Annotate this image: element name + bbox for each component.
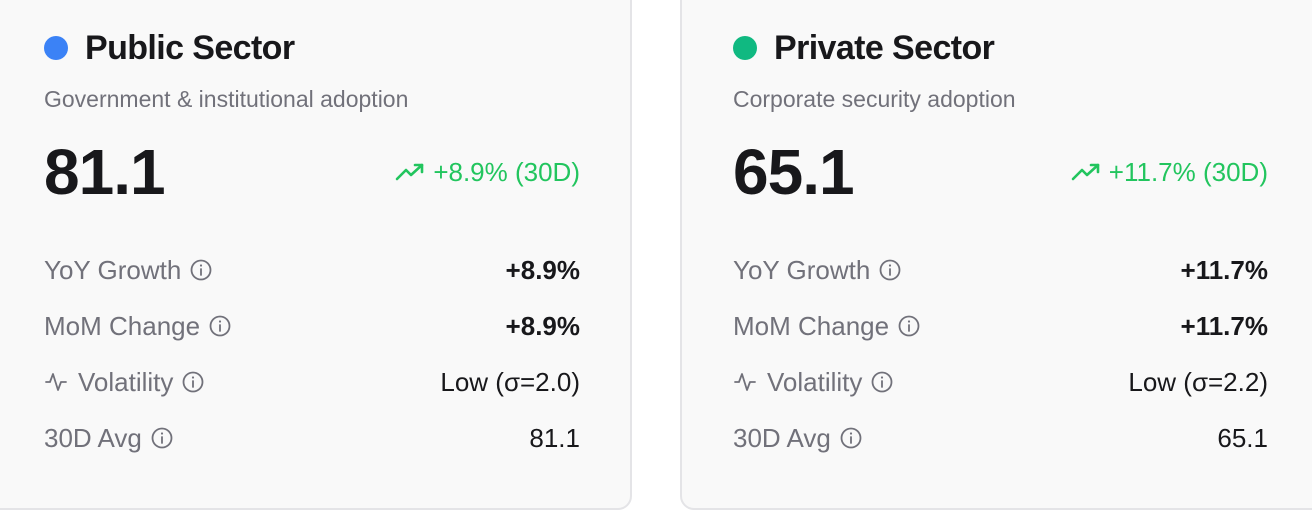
metric-row-volatility: Volatility Low (σ=2.2) [733, 354, 1268, 410]
card-title: Public Sector [85, 28, 295, 67]
trend-text: +8.9% (30D) [433, 156, 580, 187]
index-value: 65.1 [733, 136, 855, 208]
metric-row-volatility: Volatility Low (σ=2.0) [44, 354, 580, 410]
activity-icon [44, 370, 68, 394]
info-icon[interactable] [839, 426, 863, 450]
card-header: Private Sector [733, 24, 1268, 72]
activity-icon [733, 370, 757, 394]
metric-value: +11.7% [1180, 310, 1268, 341]
metric-label: Volatility [78, 366, 174, 397]
card-header: Public Sector [44, 24, 580, 72]
metric-value: 65.1 [1217, 422, 1268, 453]
metric-label: MoM Change [733, 310, 890, 341]
metric-value: +11.7% [1180, 254, 1268, 285]
public-sector-card: Public Sector Government & institutional… [0, 0, 632, 510]
metric-label: 30D Avg [733, 422, 831, 453]
metric-row-mom: MoM Change +8.9% [44, 298, 580, 354]
info-icon[interactable] [878, 258, 902, 282]
info-icon[interactable] [208, 314, 232, 338]
info-icon[interactable] [181, 370, 205, 394]
metric-value: +8.9% [505, 254, 580, 285]
card-subtitle: Corporate security adoption [733, 86, 1016, 112]
public-sector-dot [44, 36, 68, 60]
private-sector-dot [733, 36, 757, 60]
value-row: 81.1 +8.9% (30D) [44, 134, 580, 210]
index-value: 81.1 [44, 136, 166, 208]
metric-label: MoM Change [44, 310, 201, 341]
metric-value: 81.1 [529, 422, 580, 453]
metric-label: YoY Growth [44, 254, 182, 285]
metric-row-yoy: YoY Growth +11.7% [733, 242, 1268, 298]
trend-text: +11.7% (30D) [1108, 156, 1268, 187]
trend-indicator: +8.9% (30D) [395, 157, 580, 188]
value-row: 65.1 +11.7% (30D) [733, 134, 1268, 210]
metric-value: Low (σ=2.2) [1128, 366, 1268, 397]
card-subtitle: Government & institutional adoption [44, 86, 409, 112]
info-icon[interactable] [870, 370, 894, 394]
metrics-list: YoY Growth +11.7% MoM Change +11.7% [733, 242, 1268, 466]
metric-row-avg: 30D Avg 81.1 [44, 410, 580, 466]
metric-value: +8.9% [505, 310, 580, 341]
trending-up-icon [1071, 163, 1100, 181]
metric-label: 30D Avg [44, 422, 142, 453]
metric-row-avg: 30D Avg 65.1 [733, 410, 1268, 466]
private-sector-card: Private Sector Corporate security adopti… [680, 0, 1312, 510]
card-title: Private Sector [774, 28, 995, 67]
trend-indicator: +11.7% (30D) [1071, 157, 1268, 188]
metric-label: Volatility [767, 366, 863, 397]
info-icon[interactable] [897, 314, 921, 338]
trending-up-icon [396, 163, 424, 181]
metric-value: Low (σ=2.0) [440, 366, 580, 397]
info-icon[interactable] [189, 258, 213, 282]
metric-row-yoy: YoY Growth +8.9% [44, 242, 580, 298]
metrics-list: YoY Growth +8.9% MoM Change +8.9% [44, 242, 580, 466]
info-icon[interactable] [150, 426, 174, 450]
metric-label: YoY Growth [733, 254, 871, 285]
metric-row-mom: MoM Change +11.7% [733, 298, 1268, 354]
